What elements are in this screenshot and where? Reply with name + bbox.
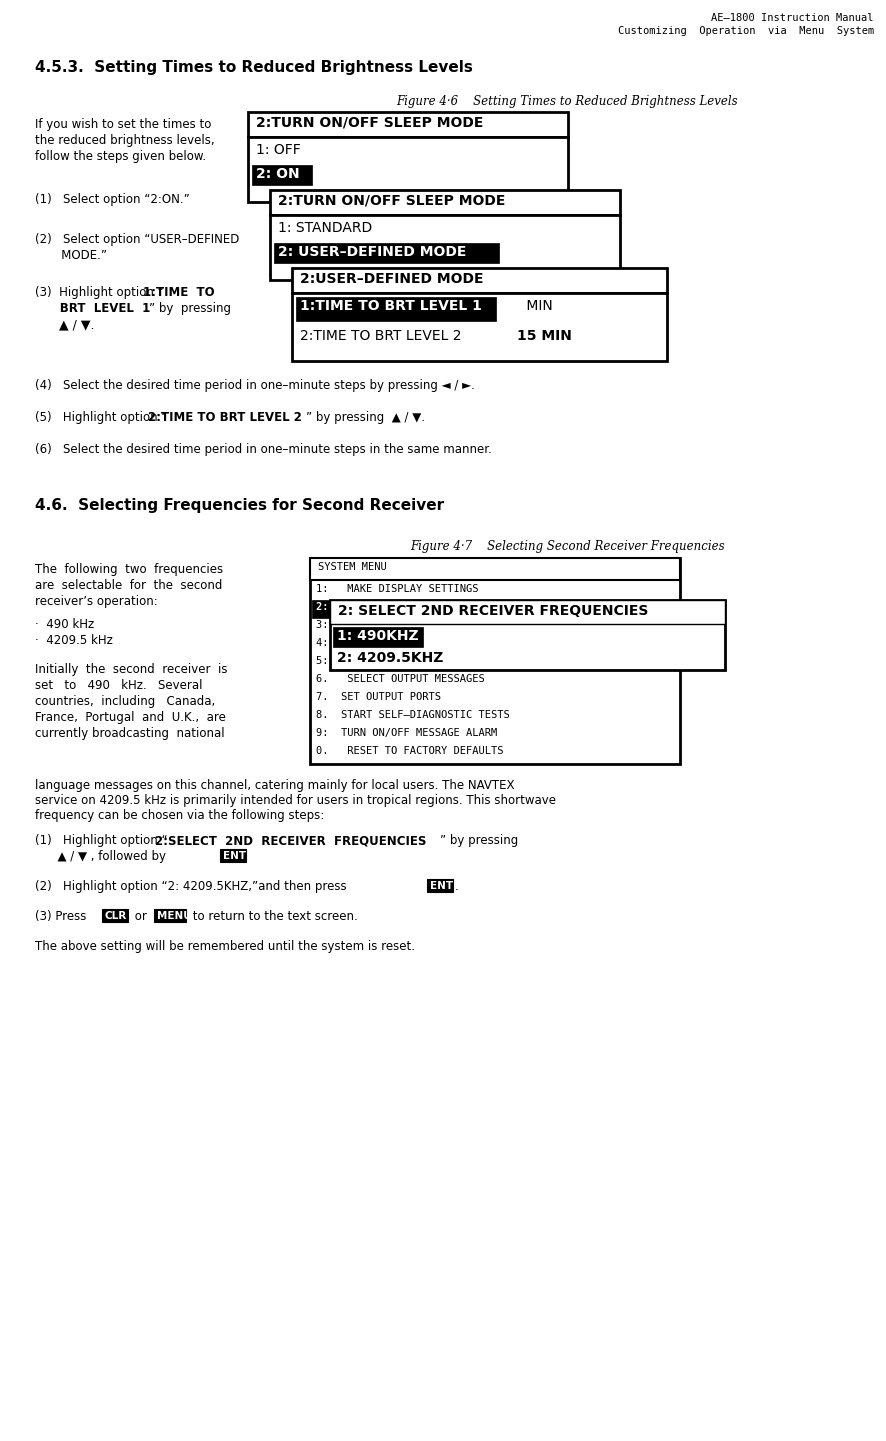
Bar [274,244,499,264]
Bar [330,599,725,670]
Text: ENT: ENT [223,852,246,862]
Text: AE–1800 Instruction Manual: AE–1800 Instruction Manual [711,13,874,23]
Bar [270,215,620,280]
Text: (4)   Select the desired time period in one–minute steps by pressing ◄ / ►.: (4) Select the desired time period in on… [35,379,475,392]
Bar [248,137,568,202]
Text: MODE.”: MODE.” [35,249,107,262]
Text: (3) Press: (3) Press [35,911,90,924]
Text: (2)   Highlight option “2: 4209.5KHZ,”and then press: (2) Highlight option “2: 4209.5KHZ,”and … [35,880,354,893]
Text: 9:  TURN ON/OFF MESSAGE ALARM: 9: TURN ON/OFF MESSAGE ALARM [316,728,497,738]
Text: (1)   Select option “2:ON.”: (1) Select option “2:ON.” [35,193,190,206]
Bar [252,166,312,184]
Text: language messages on this channel, catering mainly for local users. The NAVTEX: language messages on this channel, cater… [35,780,515,793]
Text: frequency can be chosen via the following steps:: frequency can be chosen via the followin… [35,808,324,821]
Text: The above setting will be remembered until the system is reset.: The above setting will be remembered unt… [35,940,415,953]
Bar [154,909,186,922]
Text: ” by pressing: ” by pressing [440,834,518,847]
Bar [102,909,128,922]
Text: 2:TURN ON/OFF SLEEP MODE: 2:TURN ON/OFF SLEEP MODE [256,115,484,130]
Text: 4.6.  Selecting Frequencies for Second Receiver: 4.6. Selecting Frequencies for Second Re… [35,499,444,513]
Bar [310,558,680,579]
Text: 1:   MAKE DISPLAY SETTINGS: 1: MAKE DISPLAY SETTINGS [316,584,478,594]
Text: CLR: CLR [105,911,128,921]
Text: 2: USER–DEFINED MODE: 2: USER–DEFINED MODE [278,245,466,259]
Text: set   to   490   kHz.   Several: set to 490 kHz. Several [35,679,203,692]
Text: 4:   TURN ON/OFF KEYPRESS BEEP: 4: TURN ON/OFF KEYPRESS BEEP [316,638,503,648]
Text: BRT  LEVEL  1: BRT LEVEL 1 [35,303,151,316]
Text: 8.  START SELF–DIAGNOSTIC TESTS: 8. START SELF–DIAGNOSTIC TESTS [316,710,509,720]
Text: 0.   RESET TO FACTORY DEFAULTS: 0. RESET TO FACTORY DEFAULTS [316,746,503,757]
Text: receiver’s operation:: receiver’s operation: [35,595,158,608]
Text: 2:   SELECT 2ND RECEIVER FREQUENCIES: 2: SELECT 2ND RECEIVER FREQUENCIES [316,602,541,612]
Text: (1)   Highlight option “: (1) Highlight option “ [35,834,167,847]
Text: ▲ / ▼.: ▲ / ▼. [35,318,95,331]
Bar [312,599,678,618]
Text: 2: 4209.5KHZ: 2: 4209.5KHZ [337,651,443,664]
Text: If you wish to set the times to: If you wish to set the times to [35,118,212,131]
Text: The  following  two  frequencies: The following two frequencies [35,563,223,576]
Bar [333,627,423,647]
Text: 1:TIME TO BRT LEVEL 1: 1:TIME TO BRT LEVEL 1 [300,298,482,313]
Bar [310,558,680,764]
Bar [292,268,667,293]
Text: Figure 4·7    Selecting Second Receiver Frequencies: Figure 4·7 Selecting Second Receiver Fre… [409,540,725,553]
Text: ·  490 kHz: · 490 kHz [35,618,94,631]
Text: ·  4209.5 kHz: · 4209.5 kHz [35,634,113,647]
Text: are  selectable  for  the  second: are selectable for the second [35,579,222,592]
Text: ENT: ENT [430,880,453,891]
Text: 3:   SELECT 2ND RECEIVER LANGUAGES: 3: SELECT 2ND RECEIVER LANGUAGES [316,620,529,630]
Text: 2: SELECT 2ND RECEIVER FREQUENCIES: 2: SELECT 2ND RECEIVER FREQUENCIES [338,604,649,618]
Text: 5:   MAKE SEL /REJ SETTINGS: 5: MAKE SEL /REJ SETTINGS [316,656,485,666]
Text: ” by pressing  ▲ / ▼.: ” by pressing ▲ / ▼. [306,411,425,424]
Text: 1: 1 [510,298,520,313]
Bar [248,112,568,137]
Text: 2:USER–DEFINED MODE: 2:USER–DEFINED MODE [300,272,484,285]
Text: 2:SELECT  2ND  RECEIVER  FREQUENCIES: 2:SELECT 2ND RECEIVER FREQUENCIES [155,834,426,847]
Bar [220,849,246,862]
Text: (6)   Select the desired time period in one–minute steps in the same manner.: (6) Select the desired time period in on… [35,442,492,455]
Text: to return to the text screen.: to return to the text screen. [189,911,358,924]
Text: 4.5.3.  Setting Times to Reduced Brightness Levels: 4.5.3. Setting Times to Reduced Brightne… [35,61,473,75]
Text: 1: 490KHZ: 1: 490KHZ [337,630,418,643]
Bar [292,293,667,362]
Text: MIN: MIN [522,298,553,313]
Text: 1:TIME  TO: 1:TIME TO [143,285,214,298]
Text: Initially  the  second  receiver  is: Initially the second receiver is [35,663,228,676]
Text: Customizing  Operation  via  Menu  System: Customizing Operation via Menu System [618,26,874,36]
Text: 2:TIME TO BRT LEVEL 2: 2:TIME TO BRT LEVEL 2 [300,329,462,343]
Text: countries,  including   Canada,: countries, including Canada, [35,695,215,708]
Text: (5)   Highlight option “: (5) Highlight option “ [35,411,167,424]
Text: 1: STANDARD: 1: STANDARD [278,220,372,235]
Text: follow the steps given below.: follow the steps given below. [35,150,206,163]
Bar [296,297,496,321]
Text: service on 4209.5 kHz is primarily intended for users in tropical regions. This : service on 4209.5 kHz is primarily inten… [35,794,556,807]
Text: 2:TURN ON/OFF SLEEP MODE: 2:TURN ON/OFF SLEEP MODE [278,195,505,208]
Bar [270,190,620,215]
Text: (3)  Highlight option “: (3) Highlight option “ [35,285,164,298]
Text: the reduced brightness levels,: the reduced brightness levels, [35,134,214,147]
Text: Figure 4·6    Setting Times to Reduced Brightness Levels: Figure 4·6 Setting Times to Reduced Brig… [396,95,738,108]
Text: 15 MIN: 15 MIN [517,329,571,343]
Text: .: . [455,880,459,893]
Text: France,  Portugal  and  U.K.,  are: France, Portugal and U.K., are [35,710,226,723]
Text: ” by  pressing: ” by pressing [149,303,231,316]
Text: (2)   Select option “USER–DEFINED: (2) Select option “USER–DEFINED [35,233,239,246]
Bar [330,599,725,624]
Bar [427,879,453,892]
Text: SYSTEM MENU: SYSTEM MENU [318,562,387,572]
Text: or: or [131,911,151,924]
Text: 2:TIME TO BRT LEVEL 2: 2:TIME TO BRT LEVEL 2 [148,411,302,424]
Text: ▲ / ▼ , followed by: ▲ / ▼ , followed by [35,850,170,863]
Text: 6.   SELECT OUTPUT MESSAGES: 6. SELECT OUTPUT MESSAGES [316,674,485,684]
Text: 2: ON: 2: ON [256,167,299,182]
Text: 7.  SET OUTPUT PORTS: 7. SET OUTPUT PORTS [316,692,441,702]
Text: currently broadcasting  national: currently broadcasting national [35,728,225,741]
Text: MENU: MENU [157,911,191,921]
Text: 1: OFF: 1: OFF [256,143,300,157]
